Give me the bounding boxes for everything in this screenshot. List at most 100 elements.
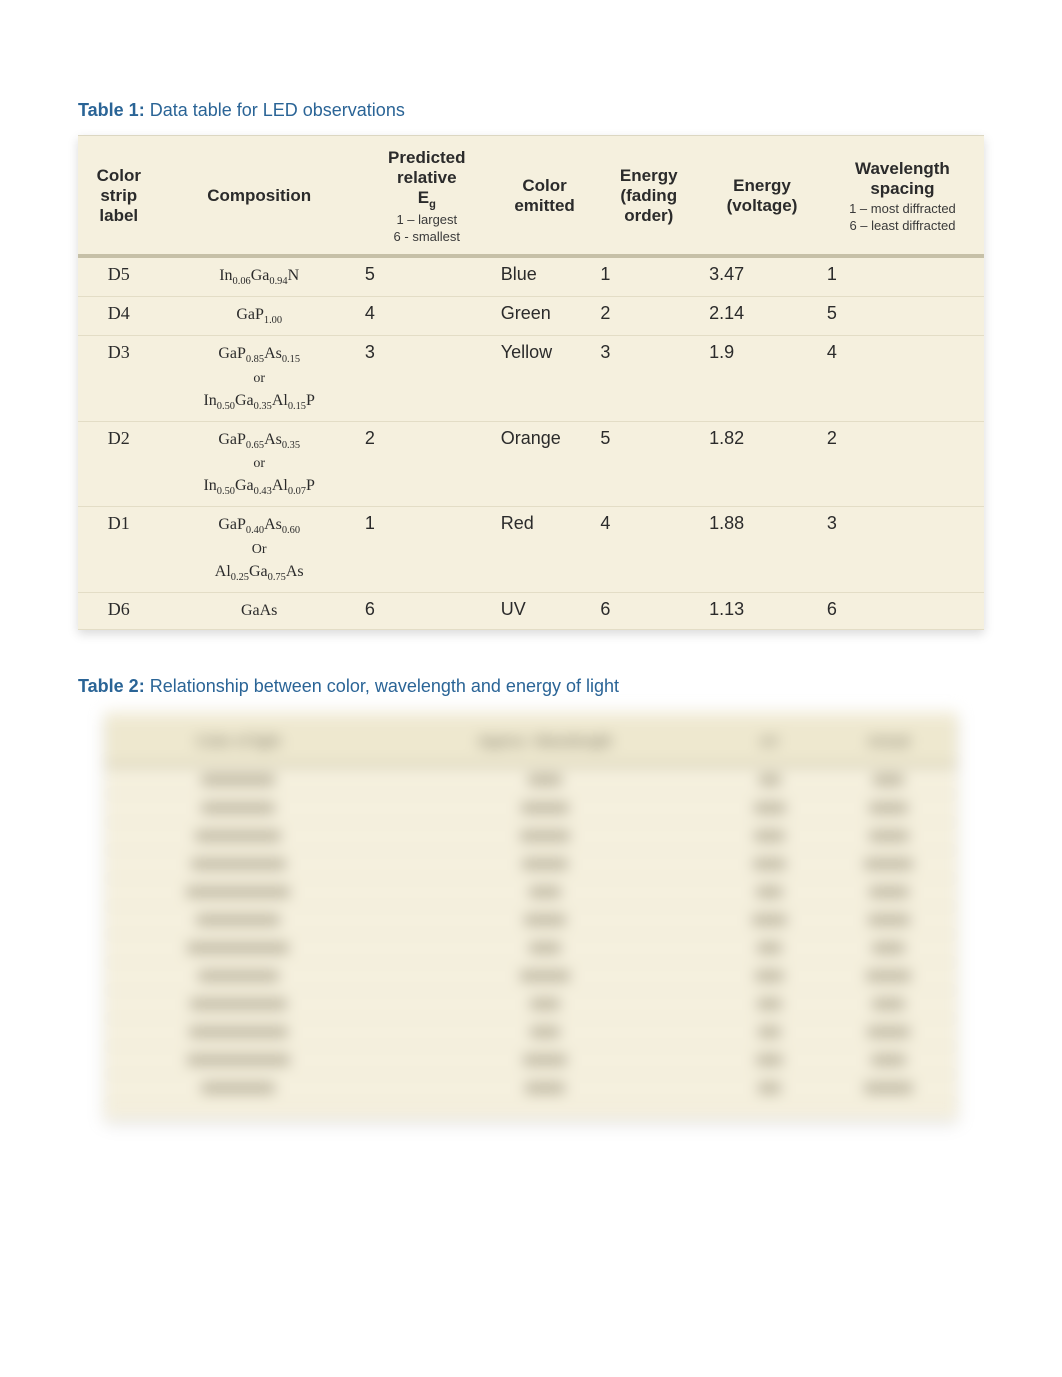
blurred-cell [820, 962, 956, 990]
blurred-cell [719, 850, 820, 878]
th-composition-text: Composition [207, 186, 311, 205]
table2: Color of light Approx. Wavelength eV Act… [105, 719, 957, 1103]
table-row: D4GaP1.004Green22.145 [78, 297, 984, 336]
th-predicted: Predicted relative Eg 1 – largest 6 - sm… [359, 136, 495, 257]
cell-color: Blue [495, 256, 595, 296]
blurred-cell [719, 765, 820, 794]
composition-line: Al0.25Ga0.75As [166, 560, 353, 586]
table-row [105, 1046, 957, 1074]
blurred-cell [820, 878, 956, 906]
blurred-cell [820, 1018, 956, 1046]
cell-color: Green [495, 297, 595, 336]
table-row [105, 906, 957, 934]
blurred-cell [371, 822, 719, 850]
table2-caption-label: Table 2: [78, 676, 145, 696]
th-label: Color strip label [78, 136, 160, 257]
blurred-cell [371, 934, 719, 962]
cell-label: D4 [78, 297, 160, 336]
th-fading-text: Energy (fading order) [620, 166, 678, 225]
cell-wave: 5 [821, 297, 984, 336]
composition-line: or [166, 453, 353, 474]
blurred-cell [105, 906, 371, 934]
table2-section: Table 2: Relationship between color, wav… [78, 676, 984, 1119]
th-predicted-sub1: 1 – largest [365, 212, 489, 227]
blurred-cell [371, 850, 719, 878]
table1-caption-label: Table 1: [78, 100, 145, 120]
composition-line: GaP0.40As0.60 [166, 513, 353, 539]
cell-composition: GaP0.40As0.60OrAl0.25Ga0.75As [160, 507, 359, 593]
cell-pred: 2 [359, 421, 495, 507]
table1-caption: Table 1: Data table for LED observations [78, 100, 984, 121]
blurred-cell [719, 1018, 820, 1046]
cell-label: D6 [78, 592, 160, 629]
blurred-cell [105, 1046, 371, 1074]
table-row: D1GaP0.40As0.60OrAl0.25Ga0.75As1Red41.88… [78, 507, 984, 593]
blurred-cell [719, 962, 820, 990]
table-row [105, 850, 957, 878]
table-row: D5In0.06Ga0.94N5Blue13.471 [78, 256, 984, 296]
t2-th-2: eV [719, 719, 820, 766]
cell-composition: GaAs [160, 592, 359, 629]
table-row: D6GaAs6UV61.136 [78, 592, 984, 629]
blurred-cell [820, 1046, 956, 1074]
th-wavelength: Wavelength spacing 1 – most diffracted 6… [821, 136, 984, 257]
blurred-cell [820, 822, 956, 850]
table-row [105, 822, 957, 850]
blurred-cell [820, 906, 956, 934]
cell-voltage: 1.13 [703, 592, 821, 629]
blurred-cell [105, 765, 371, 794]
cell-fading: 5 [594, 421, 703, 507]
cell-voltage: 1.82 [703, 421, 821, 507]
blurred-cell [371, 765, 719, 794]
table2-header-row: Color of light Approx. Wavelength eV Act… [105, 719, 957, 766]
blurred-cell [105, 1074, 371, 1102]
table1: Color strip label Composition Predicted … [78, 135, 984, 630]
th-color-text: Color emitted [514, 176, 574, 215]
cell-fading: 2 [594, 297, 703, 336]
th-wave-sub1: 1 – most diffracted [827, 201, 978, 216]
table-row [105, 794, 957, 822]
cell-label: D3 [78, 335, 160, 421]
blurred-cell [105, 822, 371, 850]
th-fading: Energy (fading order) [594, 136, 703, 257]
cell-wave: 2 [821, 421, 984, 507]
composition-line: In0.50Ga0.43Al0.07P [166, 474, 353, 500]
t2-th-3: Actual [820, 719, 956, 766]
cell-voltage: 1.9 [703, 335, 821, 421]
composition-line: GaP0.85As0.15 [166, 342, 353, 368]
cell-pred: 4 [359, 297, 495, 336]
composition-line: In0.06Ga0.94N [166, 264, 353, 290]
table-row: D3GaP0.85As0.15orIn0.50Ga0.35Al0.15P3Yel… [78, 335, 984, 421]
cell-voltage: 2.14 [703, 297, 821, 336]
blurred-cell [371, 962, 719, 990]
cell-wave: 4 [821, 335, 984, 421]
cell-fading: 4 [594, 507, 703, 593]
th-wave-main: Wavelength spacing [855, 159, 950, 198]
cell-color: Red [495, 507, 595, 593]
th-color: Color emitted [495, 136, 595, 257]
cell-color: Orange [495, 421, 595, 507]
blurred-cell [719, 906, 820, 934]
blurred-cell [371, 1046, 719, 1074]
blurred-cell [820, 1074, 956, 1102]
t2-th-0: Color of light [105, 719, 371, 766]
th-voltage-text: Energy (voltage) [727, 176, 798, 215]
composition-line: In0.50Ga0.35Al0.15P [166, 389, 353, 415]
cell-voltage: 1.88 [703, 507, 821, 593]
composition-line: GaP0.65As0.35 [166, 428, 353, 454]
cell-fading: 3 [594, 335, 703, 421]
th-composition: Composition [160, 136, 359, 257]
th-predicted-sub2: 6 - smallest [365, 229, 489, 244]
table-row [105, 1074, 957, 1102]
cell-label: D2 [78, 421, 160, 507]
blurred-cell [105, 850, 371, 878]
composition-line: GaAs [166, 599, 353, 623]
cell-voltage: 3.47 [703, 256, 821, 296]
blurred-cell [371, 878, 719, 906]
blurred-cell [719, 794, 820, 822]
cell-wave: 1 [821, 256, 984, 296]
blurred-cell [105, 794, 371, 822]
table-row [105, 1018, 957, 1046]
table-row [105, 934, 957, 962]
cell-pred: 1 [359, 507, 495, 593]
